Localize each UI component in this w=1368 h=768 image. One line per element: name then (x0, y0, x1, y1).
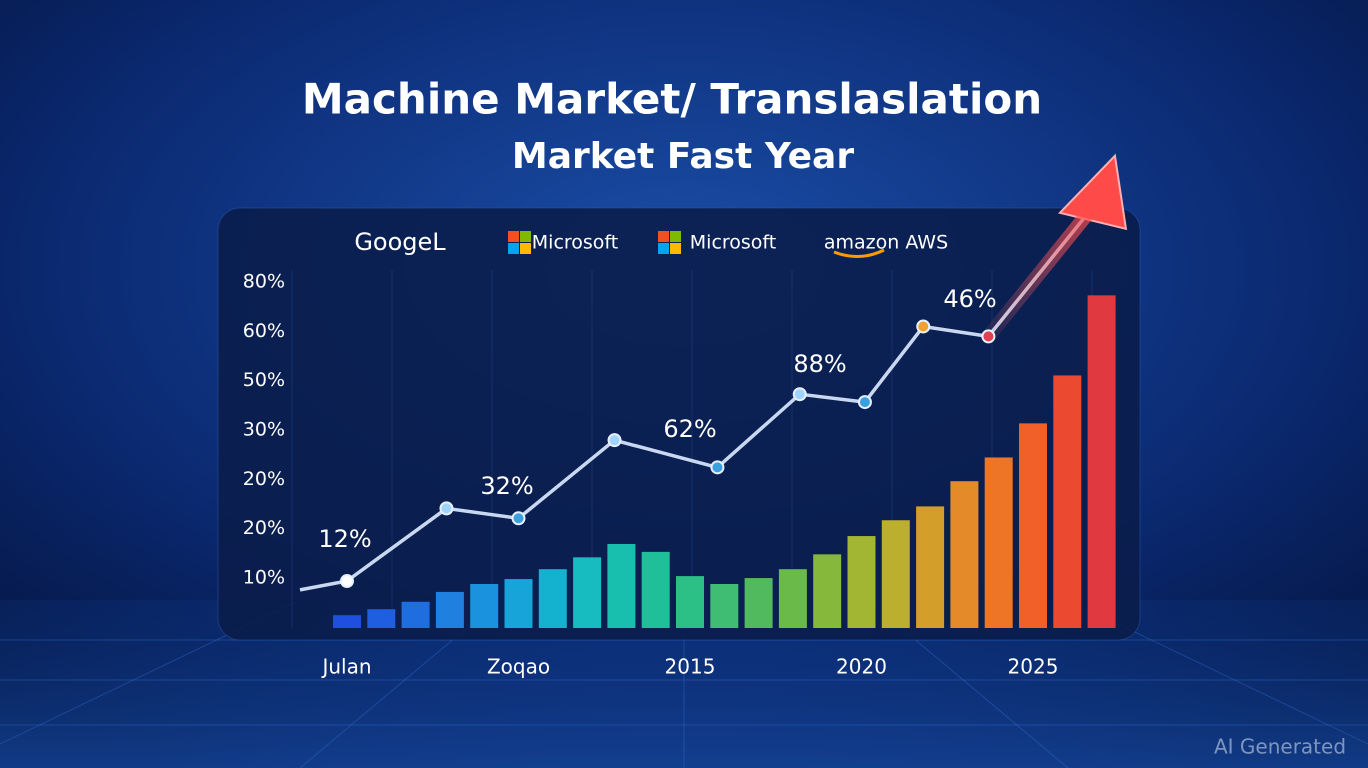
bar (710, 584, 739, 628)
y-tick-label: 60% (243, 320, 285, 342)
bar (1019, 423, 1047, 628)
watermark: AI Generated (1214, 735, 1346, 759)
x-tick-label: 2025 (1008, 655, 1059, 679)
y-tick-label: 20% (243, 517, 285, 539)
bar (470, 584, 499, 628)
bar (950, 481, 979, 628)
annotation: 46% (943, 285, 996, 313)
annotation: 62% (663, 415, 716, 443)
annotation: 32% (480, 472, 533, 500)
point (916, 319, 931, 334)
amazon-smile (833, 248, 885, 258)
bar (1053, 375, 1082, 628)
bar (607, 543, 636, 628)
bar (435, 591, 464, 628)
bar (847, 536, 876, 628)
bar (813, 554, 842, 628)
point (511, 511, 526, 526)
chart-title: Machine Market/ Translaslation (302, 75, 1042, 124)
bar (641, 551, 670, 628)
y-tick-label: 20% (243, 468, 285, 490)
ms-logo (658, 231, 681, 254)
x-tick-label: 2020 (836, 655, 887, 679)
legend-entry: Microsoft (532, 232, 618, 254)
point (710, 460, 725, 475)
bar (1087, 295, 1116, 628)
bar (744, 578, 773, 628)
x-tick-label: Julan (320, 655, 371, 679)
legend-entry: Microsoft (690, 232, 776, 254)
chart-subtitle: Market Fast Year (512, 136, 854, 177)
legend-entry: amazon AWS (824, 232, 948, 254)
point (340, 574, 354, 589)
bar (538, 569, 567, 628)
annotation: 12% (318, 525, 371, 553)
bar (504, 579, 533, 628)
legend-entry: GoogeL (354, 228, 446, 256)
bar (401, 601, 430, 628)
bar (984, 457, 1013, 628)
arrow-head (1058, 153, 1128, 231)
point (439, 501, 454, 516)
point (792, 387, 807, 402)
arrow-glow (981, 203, 1097, 344)
annotation: 88% (793, 350, 846, 378)
bar (333, 615, 361, 628)
y-tick-label: 30% (243, 419, 285, 441)
bar (676, 576, 704, 628)
ms-logo (508, 231, 531, 254)
bar (778, 569, 807, 628)
y-tick-label: 10% (243, 567, 285, 589)
bar (916, 506, 945, 628)
bar (881, 520, 910, 628)
point (981, 329, 996, 344)
point (607, 433, 622, 448)
x-tick-label: 2015 (665, 655, 716, 679)
y-tick-label: 50% (243, 369, 285, 391)
x-tick-label: Zoqao (487, 655, 550, 679)
point (857, 395, 872, 410)
bar (367, 609, 396, 628)
y-tick-label: 80% (243, 271, 285, 293)
bar (573, 557, 602, 628)
